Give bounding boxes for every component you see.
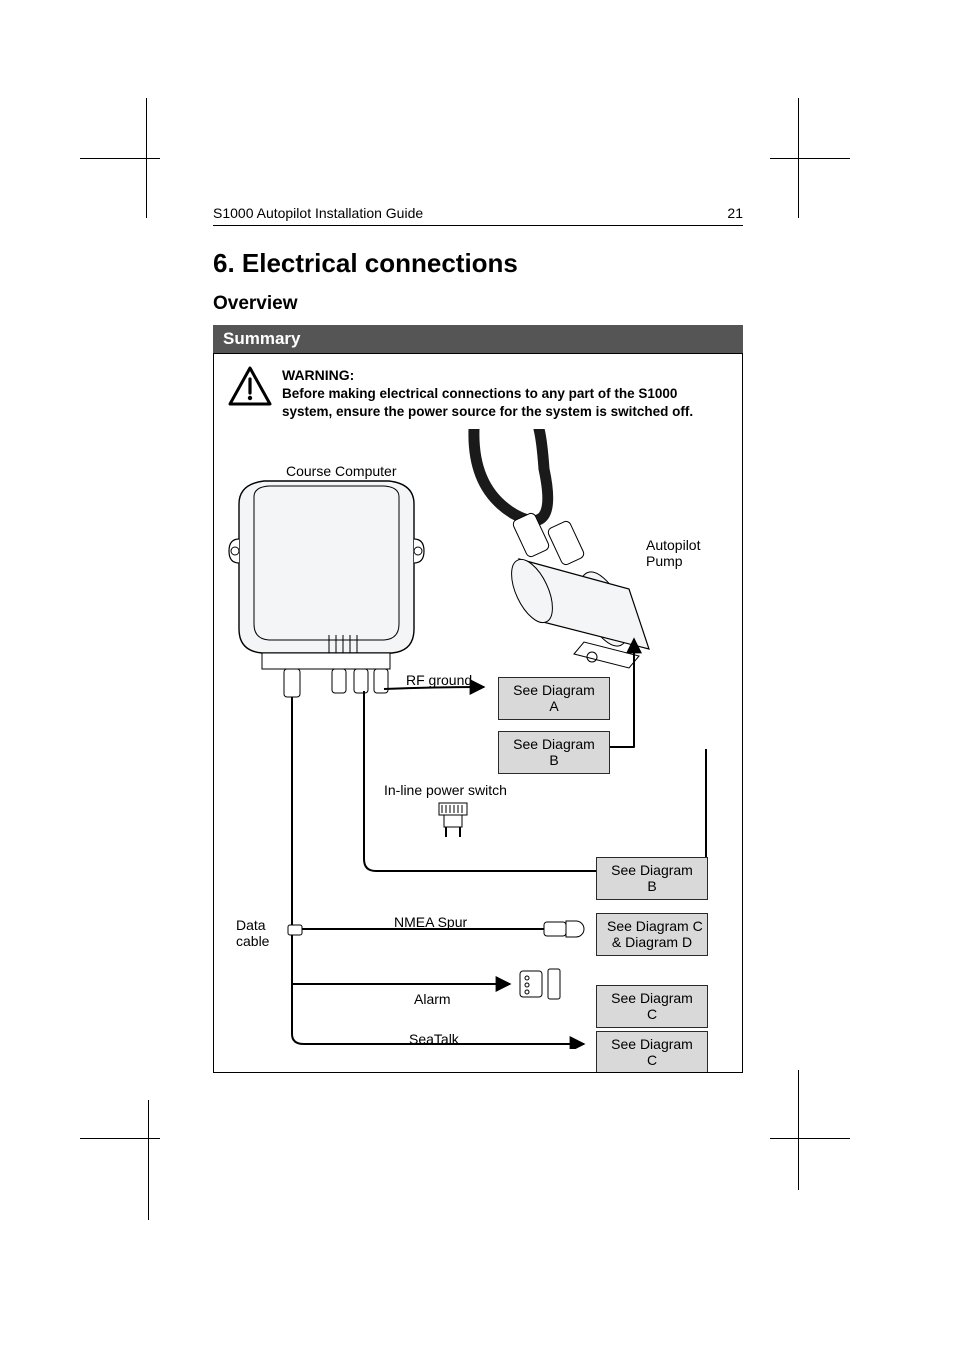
label-alarm: Alarm [414, 991, 451, 1007]
doc-title: S1000 Autopilot Installation Guide [213, 205, 423, 221]
alarm-buzzer-drawing [520, 969, 560, 999]
label-autopilot-pump: Autopilot Pump [646, 537, 700, 569]
warning-body: Before making electrical connections to … [282, 385, 728, 421]
ref-diagram-c-alarm: See Diagram C [596, 985, 708, 1027]
ref-diagram-cd: See Diagram C & Diagram D [596, 913, 708, 955]
wiring-diagram: Course Computer Autopilot Pump RF ground… [214, 429, 742, 1049]
summary-header: Summary [213, 325, 743, 353]
ref-diagram-b-upper: See Diagram B [498, 731, 610, 773]
label-rf-ground: RF ground [406, 672, 472, 688]
chapter-title: 6. Electrical connections [213, 248, 743, 279]
pump-cable [474, 429, 548, 521]
crop-mark [80, 158, 160, 159]
course-computer-drawing [229, 481, 424, 697]
label-inline-switch: In-line power switch [384, 782, 507, 798]
autopilot-pump-drawing [503, 512, 649, 668]
nmea-connector-drawing [544, 921, 584, 937]
diagram-svg [214, 429, 742, 1049]
crop-mark [770, 1138, 850, 1139]
running-header: S1000 Autopilot Installation Guide 21 [213, 205, 743, 226]
section-title: Overview [213, 293, 743, 315]
warning-block: WARNING: Before making electrical connec… [214, 354, 742, 429]
ref-diagram-b-lower: See Diagram B [596, 857, 708, 899]
warning-text: WARNING: Before making electrical connec… [282, 366, 728, 421]
ref-diagram-a: See Diagram A [498, 677, 610, 719]
ref-diagram-c-seatalk: See Diagram C [596, 1031, 708, 1073]
inline-switch-drawing [439, 803, 467, 837]
label-nmea-spur: NMEA Spur [394, 914, 467, 930]
warning-icon [228, 366, 272, 406]
page-content: S1000 Autopilot Installation Guide 21 6.… [213, 205, 743, 1073]
warning-title: WARNING: [282, 366, 728, 385]
crop-mark [148, 1100, 149, 1220]
summary-box: WARNING: Before making electrical connec… [213, 353, 743, 1073]
crop-mark [770, 158, 850, 159]
crop-mark [80, 1138, 160, 1139]
page-number: 21 [727, 205, 743, 221]
label-seatalk: SeaTalk [409, 1031, 459, 1047]
crop-mark [798, 1070, 799, 1190]
label-course-computer: Course Computer [286, 463, 397, 479]
label-data-cable: Data cable [236, 917, 269, 949]
